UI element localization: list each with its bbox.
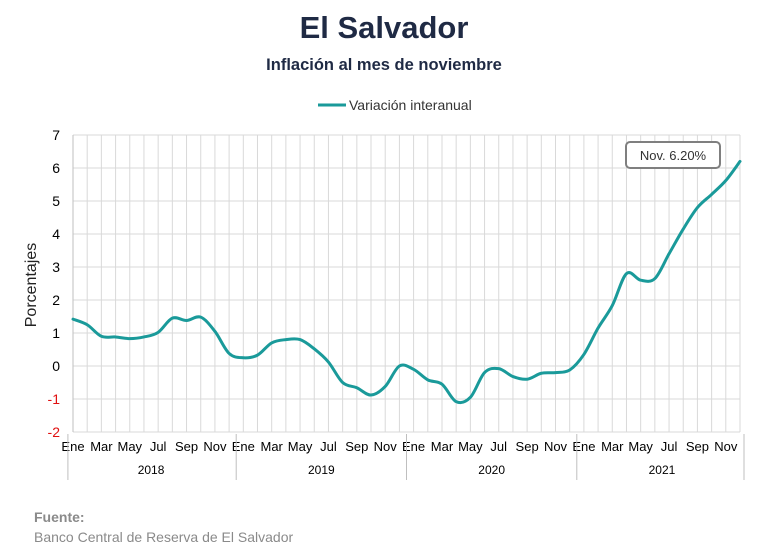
y-tick-label: 5 xyxy=(52,193,60,209)
x-tick-label: May xyxy=(458,439,483,454)
y-tick-labels: -2 -1 0 1 2 3 4 5 6 7 xyxy=(48,127,61,440)
y-tick-label: 7 xyxy=(52,127,60,143)
y-tick-label: -2 xyxy=(48,424,61,440)
x-tick-label: Ene xyxy=(572,439,595,454)
x-tick-label: Ene xyxy=(402,439,425,454)
x-tick-label: Ene xyxy=(232,439,255,454)
legend-label: Variación interanual xyxy=(349,97,472,113)
y-tick-label: 0 xyxy=(52,358,60,374)
x-tick-label: May xyxy=(288,439,313,454)
x-tick-label: Nov xyxy=(714,439,738,454)
y-tick-label: 2 xyxy=(52,292,60,308)
x-tick-label: Ene xyxy=(61,439,84,454)
x-tick-label: Sep xyxy=(175,439,198,454)
x-tick-label: Nov xyxy=(374,439,398,454)
source-label: Fuente: xyxy=(34,509,85,525)
x-tick-label: Mar xyxy=(431,439,454,454)
x-tick-label: Sep xyxy=(686,439,709,454)
x-tick-label: May xyxy=(628,439,653,454)
legend: Variación interanual xyxy=(318,97,472,113)
x-tick-label: May xyxy=(117,439,142,454)
x-tick-label: Mar xyxy=(90,439,113,454)
year-label: 2021 xyxy=(649,463,676,477)
chart-subtitle: Inflación al mes de noviembre xyxy=(266,56,502,74)
x-tick-label: Nov xyxy=(203,439,227,454)
annotation-box xyxy=(625,141,721,169)
year-label: 2019 xyxy=(308,463,335,477)
y-tick-label: -1 xyxy=(48,391,61,407)
x-tick-label: Jul xyxy=(150,439,167,454)
year-label: 2020 xyxy=(478,463,505,477)
y-tick-label: 1 xyxy=(52,325,60,341)
year-label: 2018 xyxy=(138,463,165,477)
x-tick-label: Sep xyxy=(516,439,539,454)
y-tick-label: 6 xyxy=(52,160,60,176)
grid-lines xyxy=(72,134,741,433)
annotation-callout: Nov. 6.20% xyxy=(625,141,721,169)
y-axis-label: Porcentajes xyxy=(23,243,40,328)
x-tick-label: Mar xyxy=(601,439,624,454)
chart-title: El Salvador xyxy=(299,10,469,45)
source-text: Banco Central de Reserva de El Salvador xyxy=(34,529,294,545)
x-tick-label: Mar xyxy=(260,439,283,454)
y-tick-label: 3 xyxy=(52,259,60,275)
x-tick-label: Jul xyxy=(320,439,337,454)
x-tick-label: Jul xyxy=(490,439,507,454)
x-tick-label: Jul xyxy=(661,439,678,454)
series-line xyxy=(71,159,742,405)
y-tick-label: 4 xyxy=(52,226,60,242)
x-tick-label: Nov xyxy=(544,439,568,454)
x-tick-label: Sep xyxy=(345,439,368,454)
annotation-text: Nov. 6.20% xyxy=(640,148,707,163)
line-chart: -2 -1 0 1 2 3 4 5 6 7 Ene Mar May Jul Sep Nov Ene Mar May… xyxy=(23,97,745,480)
x-axis: Ene Mar May Jul Sep Nov Ene Mar May Jul Sep Nov Ene M… xyxy=(61,434,745,480)
